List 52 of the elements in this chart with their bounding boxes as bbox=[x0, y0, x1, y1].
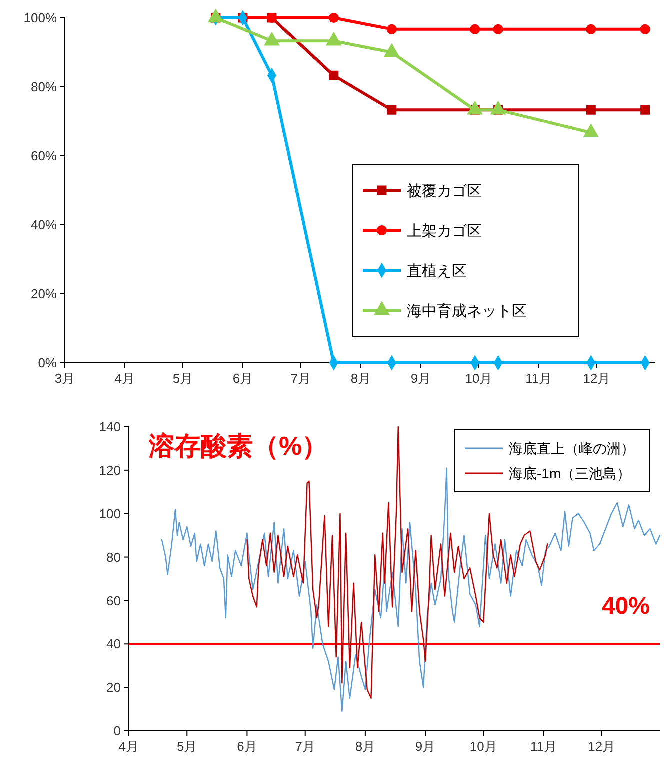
y-tick-label: 20 bbox=[106, 680, 121, 696]
y-tick-label: 100 bbox=[99, 506, 121, 522]
legend-label: 上架カゴ区 bbox=[407, 222, 482, 240]
ref-line-label: 40% bbox=[602, 593, 650, 620]
point bbox=[328, 12, 339, 24]
legend-label: 直植え区 bbox=[407, 262, 467, 280]
point bbox=[640, 105, 650, 115]
x-tick-label: 9月 bbox=[410, 371, 432, 386]
x-tick-label: 7月 bbox=[295, 739, 316, 754]
x-tick-label: 7月 bbox=[290, 371, 312, 386]
x-tick-label: 11月 bbox=[530, 739, 557, 754]
y-tick-label: 40 bbox=[106, 636, 121, 652]
x-tick-label: 4月 bbox=[118, 739, 140, 754]
x-tick-label: 8月 bbox=[355, 739, 376, 754]
legend-label: 海中育成ネット区 bbox=[407, 302, 527, 320]
point bbox=[386, 24, 397, 34]
x-tick-label: 10月 bbox=[470, 739, 498, 754]
y-tick-label: 60% bbox=[30, 148, 58, 164]
point bbox=[329, 70, 339, 80]
x-tick-label: 6月 bbox=[232, 371, 254, 386]
y-tick-label: 0 bbox=[114, 724, 121, 739]
x-tick-label: 9月 bbox=[415, 739, 436, 754]
x-tick-label: 5月 bbox=[172, 371, 194, 386]
y-tick-label: 20% bbox=[30, 286, 58, 302]
chart-title: 溶存酸素（%） bbox=[148, 431, 328, 461]
y-tick-label: 80% bbox=[30, 80, 58, 95]
x-tick-label: 3月 bbox=[54, 371, 76, 386]
point bbox=[586, 105, 596, 115]
y-tick-label: 40% bbox=[30, 218, 58, 233]
point bbox=[493, 24, 504, 34]
line-series bbox=[161, 468, 661, 712]
x-tick-label: 12月 bbox=[583, 371, 611, 386]
y-tick-label: 60 bbox=[106, 593, 121, 608]
point bbox=[640, 24, 650, 34]
y-tick-label: 140 bbox=[99, 420, 121, 435]
y-tick-label: 0% bbox=[38, 356, 58, 371]
x-tick-label: 4月 bbox=[114, 371, 136, 386]
y-tick-label: 120 bbox=[99, 462, 121, 478]
legend-label: 被覆カゴ区 bbox=[407, 182, 482, 200]
y-tick-label: 100% bbox=[24, 10, 58, 26]
legend-label: 海底-1m（三池島） bbox=[509, 465, 632, 482]
x-tick-label: 10月 bbox=[465, 371, 493, 386]
x-tick-label: 5月 bbox=[177, 739, 198, 754]
point bbox=[470, 24, 480, 34]
y-tick-label: 80 bbox=[106, 550, 121, 565]
x-tick-label: 11月 bbox=[526, 371, 552, 386]
x-tick-label: 8月 bbox=[350, 371, 372, 386]
legend-label: 海底直上（峰の洲） bbox=[509, 440, 635, 456]
point bbox=[387, 105, 397, 115]
x-tick-label: 12月 bbox=[588, 739, 616, 754]
x-tick-label: 6月 bbox=[237, 739, 258, 754]
point bbox=[586, 24, 596, 34]
